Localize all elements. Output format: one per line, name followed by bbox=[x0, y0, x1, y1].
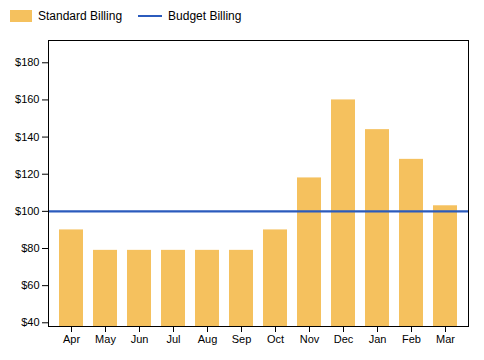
svg-text:Oct: Oct bbox=[267, 333, 284, 345]
svg-text:$120: $120 bbox=[15, 168, 39, 180]
svg-text:Mar: Mar bbox=[436, 333, 455, 345]
svg-text:$160: $160 bbox=[15, 93, 39, 105]
html-text:Budget Billing: Budget Billing bbox=[168, 9, 242, 23]
svg-text:Sep: Sep bbox=[232, 333, 252, 345]
svg-text:Apr: Apr bbox=[63, 333, 80, 345]
svg-text:$80: $80 bbox=[21, 242, 39, 254]
svg-text:$100: $100 bbox=[15, 205, 39, 217]
svg-text:$180: $180 bbox=[15, 56, 39, 68]
svg-text:Feb: Feb bbox=[402, 333, 421, 345]
html-text:Standard Billing: Standard Billing bbox=[38, 9, 123, 23]
svg-text:Jul: Jul bbox=[166, 333, 180, 345]
svg-text:Aug: Aug bbox=[198, 333, 218, 345]
svg-text:$140: $140 bbox=[15, 131, 39, 143]
svg-text:Jan: Jan bbox=[369, 333, 387, 345]
svg-text:$60: $60 bbox=[21, 279, 39, 291]
svg-text:Dec: Dec bbox=[334, 333, 354, 345]
svg-text:Jun: Jun bbox=[131, 333, 149, 345]
svg-text:May: May bbox=[95, 333, 116, 345]
svg-text:Nov: Nov bbox=[300, 333, 320, 345]
svg-text:$40: $40 bbox=[21, 316, 39, 328]
